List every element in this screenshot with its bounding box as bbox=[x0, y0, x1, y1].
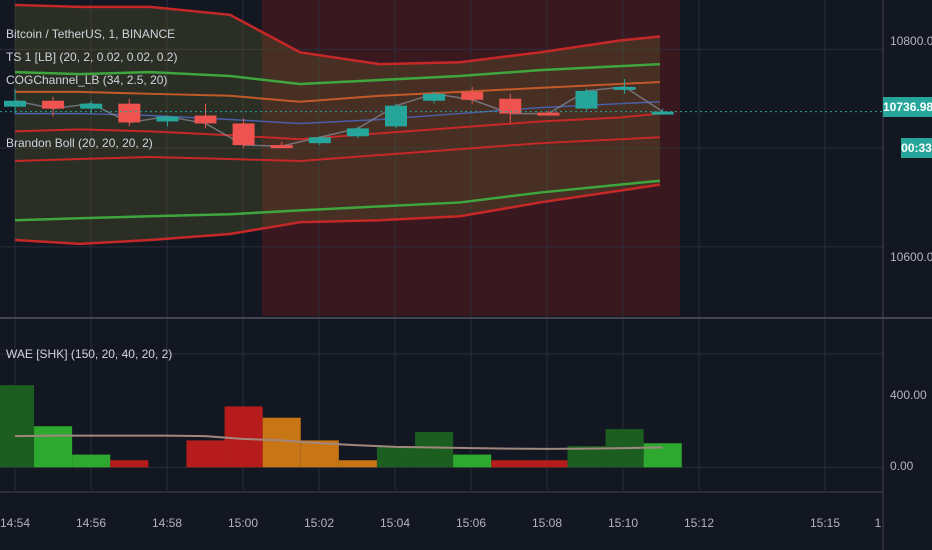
candle-body-2 bbox=[80, 103, 103, 109]
candle-body-16 bbox=[613, 86, 636, 90]
candle-body-7 bbox=[270, 145, 293, 149]
candle-body-13 bbox=[499, 98, 522, 114]
time-label-5: 15:04 bbox=[379, 516, 411, 530]
candle-body-15 bbox=[575, 90, 598, 109]
time-label-2: 14:58 bbox=[151, 516, 183, 530]
time-label-0: 14:54 bbox=[0, 516, 31, 530]
price-label-10600: 10600.00 bbox=[890, 250, 932, 264]
candle-body-10 bbox=[385, 105, 407, 127]
legend-boll[interactable]: Brandon Boll (20, 20, 20, 2) bbox=[6, 136, 153, 150]
candle-body-6 bbox=[232, 123, 255, 146]
candle-body-14 bbox=[537, 112, 560, 116]
candle-body-17 bbox=[651, 111, 674, 115]
legend-cog[interactable]: COGChannel_LB (34, 2.5, 20) bbox=[6, 73, 168, 87]
lower-inner-line bbox=[14, 136, 661, 162]
time-label-11: 1 bbox=[874, 516, 882, 530]
candle-body-12 bbox=[461, 91, 484, 100]
wae-bar-3 bbox=[110, 460, 149, 468]
last-price-badge: 10736.98 bbox=[883, 97, 932, 117]
wae-bar-2 bbox=[72, 454, 111, 468]
candle-body-8 bbox=[308, 137, 331, 144]
wae-label-400: 400.00 bbox=[890, 388, 927, 402]
upper-channel-line bbox=[14, 3, 661, 66]
upper-cog-line bbox=[14, 62, 661, 86]
bollinger-fill bbox=[15, 4, 660, 244]
time-label-4: 15:02 bbox=[303, 516, 335, 530]
legend-ts1[interactable]: TS 1 [LB] (20, 2, 0.02, 0.02, 0.2) bbox=[6, 50, 178, 64]
legend-symbol[interactable]: Bitcoin / TetherUS, 1, BINANCE bbox=[6, 27, 176, 41]
time-label-7: 15:08 bbox=[531, 516, 563, 530]
wae-label-0: 0.00 bbox=[890, 459, 914, 473]
candle-body-11 bbox=[423, 93, 446, 101]
wae-bar-5 bbox=[186, 440, 225, 468]
wae-bar-9 bbox=[338, 460, 377, 468]
time-label-6: 15:06 bbox=[455, 516, 487, 530]
upper-inner-line bbox=[15, 80, 661, 103]
countdown-badge: 00:33 bbox=[901, 138, 932, 158]
time-label-10: 15:15 bbox=[809, 516, 841, 530]
candle-body-5 bbox=[194, 115, 217, 124]
candle-body-0 bbox=[4, 100, 26, 107]
lower-cog-line bbox=[14, 179, 661, 222]
wae-bar-15 bbox=[567, 446, 606, 468]
time-label-1: 14:56 bbox=[75, 516, 107, 530]
candle-body-3 bbox=[118, 103, 141, 123]
candle-body-4 bbox=[156, 116, 179, 122]
time-label-3: 15:00 bbox=[227, 516, 259, 530]
lower-channel-line bbox=[14, 183, 661, 246]
wae-explosion-line bbox=[14, 434, 663, 450]
wae-bar-0 bbox=[0, 385, 35, 468]
time-label-8: 15:10 bbox=[607, 516, 639, 530]
wae-bar-6 bbox=[224, 406, 263, 468]
wae-bar-14 bbox=[529, 460, 568, 468]
wae-bar-1 bbox=[34, 426, 73, 468]
wae-bar-11 bbox=[415, 431, 454, 468]
wae-bar-7 bbox=[262, 417, 301, 468]
time-label-9: 15:12 bbox=[683, 516, 715, 530]
price-label-10800: 10800.00 bbox=[890, 34, 932, 48]
mid-red-line bbox=[14, 112, 661, 141]
wae-bar-12 bbox=[453, 454, 492, 468]
wae-bar-10 bbox=[376, 446, 416, 468]
candle-body-1 bbox=[42, 100, 65, 109]
candle-body-9 bbox=[346, 128, 369, 137]
legend-wae[interactable]: WAE [SHK] (150, 20, 40, 20, 2) bbox=[6, 347, 173, 361]
wae-bar-13 bbox=[491, 460, 530, 468]
